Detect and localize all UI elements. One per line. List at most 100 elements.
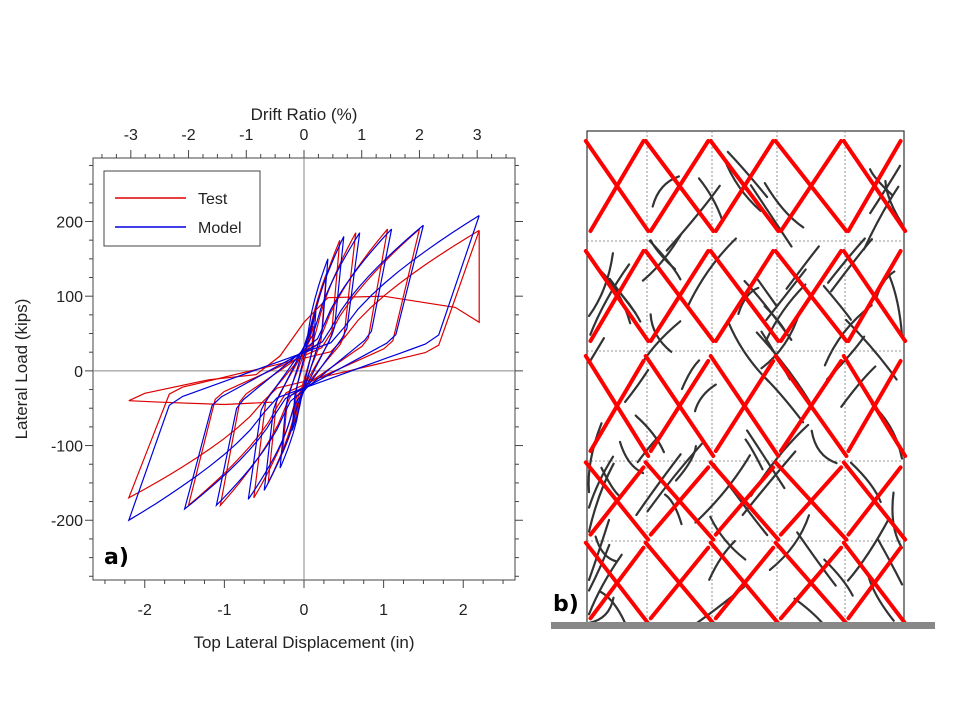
x-tick-label: -2 [138, 602, 152, 619]
model-crack [588, 139, 646, 233]
observed-crack [749, 184, 793, 248]
model-crack [648, 359, 711, 453]
observed-crack [594, 535, 618, 563]
model-crack [588, 465, 646, 537]
observed-crack [887, 273, 904, 337]
observed-crack [587, 543, 611, 592]
model-crack [846, 139, 903, 233]
observed-crack [587, 462, 615, 533]
observed-crack [624, 368, 650, 403]
series-model-loop [263, 236, 345, 491]
top-x-axis-title: Drift Ratio (%) [251, 105, 358, 124]
model-crack [713, 545, 776, 621]
model-crack [648, 249, 711, 343]
legend: Test Model [103, 170, 261, 247]
model-crack [713, 465, 776, 537]
model-crack [778, 545, 844, 621]
observed-crack [697, 177, 724, 221]
observed-crack [665, 184, 721, 252]
observed-crack [830, 238, 873, 293]
series-model-loop [127, 214, 480, 522]
observed-crack [587, 553, 623, 616]
legend-box [103, 170, 261, 247]
observed-crack [709, 515, 747, 561]
observed-crack [862, 185, 900, 251]
model-crack [778, 465, 844, 537]
model-crack [648, 545, 711, 621]
observed-crack [796, 531, 837, 587]
x-tick-label: 1 [379, 602, 388, 619]
series-test-loop [127, 229, 480, 500]
observed-crack [746, 429, 786, 490]
y-tick-label: -200 [51, 513, 83, 530]
panel-label-a: a) [104, 545, 129, 570]
observed-crack [827, 237, 866, 284]
observed-crack [587, 455, 615, 509]
observed-crack [641, 234, 682, 282]
observed-crack [726, 150, 769, 199]
y-axis-title: Lateral Load (kips) [12, 299, 31, 440]
model-crack [778, 249, 844, 343]
observed-crack [849, 461, 882, 504]
x-axis-title: Top Lateral Displacement (in) [193, 633, 414, 652]
model-crack [588, 249, 646, 343]
model-crack [713, 139, 776, 233]
model-crack [846, 465, 903, 537]
model-crack [588, 359, 646, 453]
observed-crack [589, 263, 631, 336]
model-crack [846, 359, 903, 453]
observed-crack [822, 285, 852, 321]
observed-crack [680, 359, 701, 391]
legend-label-test: Test [198, 191, 228, 208]
series-model-loop [183, 224, 424, 511]
series-model-loop [279, 258, 329, 469]
observed-crack [867, 576, 895, 622]
observed-crack [587, 252, 614, 318]
observed-crack [810, 429, 838, 465]
observed-crack [686, 237, 737, 309]
y-tick-label: 0 [74, 364, 83, 381]
top-tick-label: 2 [415, 127, 424, 144]
observed-crack [768, 514, 811, 571]
series-model-loop [291, 310, 317, 431]
observed-crack [846, 517, 891, 582]
model-crack [588, 545, 646, 621]
zero-lines [93, 158, 515, 580]
observed-crack [756, 278, 778, 307]
observed-crack [765, 268, 807, 321]
model-crack [713, 249, 776, 343]
hysteresis-chart: -2 -1 0 1 2 -3 -2 -1 0 1 2 3 -200 -100 0 100 200 Top Lat… [12, 105, 523, 652]
observed-crack [744, 438, 764, 471]
observed-crack [587, 518, 611, 582]
observed-crack [765, 283, 807, 342]
panel-label-b: b) [553, 592, 579, 617]
legend-label-model: Model [198, 220, 242, 237]
series-model-loop [215, 228, 393, 508]
observed-crack [763, 182, 805, 229]
model-crack [648, 139, 711, 233]
x-tick-label: 2 [459, 602, 468, 619]
observed-crack [876, 537, 904, 586]
top-tick-label: 0 [300, 127, 309, 144]
observed-crack [693, 383, 717, 413]
y-tick-label: -100 [51, 439, 83, 456]
observed-crack [674, 445, 697, 482]
observed-crack [634, 414, 665, 454]
series-layer [127, 214, 480, 522]
series-model-loop [247, 232, 361, 500]
top-tick-label: -2 [181, 127, 195, 144]
x-tick-label: 0 [300, 602, 309, 619]
y-tick-label: 100 [56, 289, 83, 306]
crack-pattern-diagram: b) [551, 130, 935, 629]
top-tick-label: 1 [357, 127, 366, 144]
x-tick-label: -1 [217, 602, 231, 619]
observed-crack [785, 245, 820, 290]
top-tick-label: 3 [473, 127, 482, 144]
model-crack [648, 465, 711, 537]
model-crack [846, 545, 903, 621]
observed-crack [635, 453, 682, 517]
observed-crack [587, 422, 603, 494]
y-tick-label: 200 [56, 214, 83, 231]
top-tick-label: -3 [124, 127, 138, 144]
